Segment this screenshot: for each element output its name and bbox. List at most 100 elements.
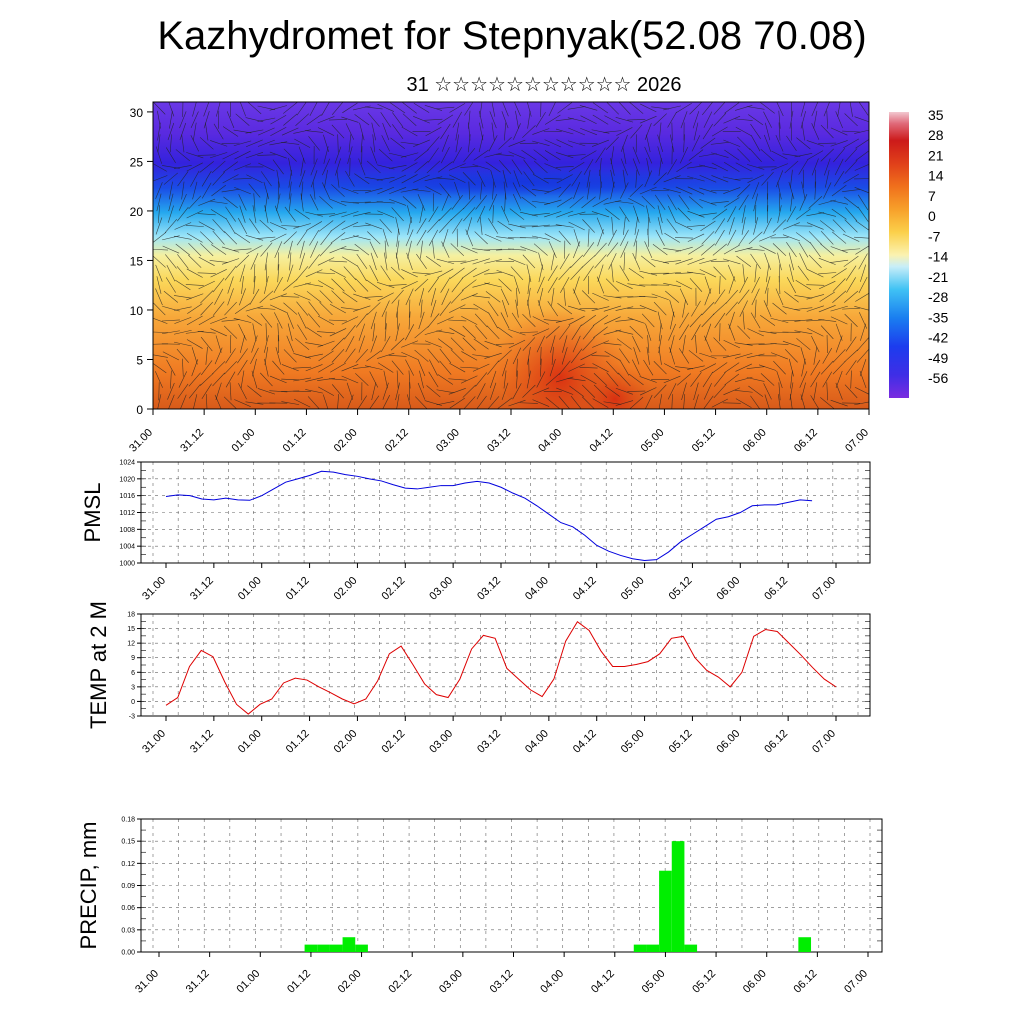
wind-vector (353, 293, 371, 300)
wind-vector (532, 328, 550, 337)
wind-vector (849, 102, 853, 117)
wind-vector (699, 352, 717, 359)
wind-vector (528, 358, 530, 377)
wind-vector (760, 315, 776, 326)
wind-vector (538, 287, 544, 306)
wind-vector (859, 370, 867, 389)
wind-vector (329, 198, 347, 207)
wind-vector (830, 305, 848, 312)
wind-vector (401, 280, 418, 290)
wind-vector (296, 102, 307, 116)
wind-vector (801, 358, 806, 377)
wind-vector (212, 277, 225, 293)
wind-vector (591, 355, 610, 357)
colorbar-label: 14 (928, 168, 944, 184)
wind-vector (157, 134, 161, 153)
wind-vector (690, 372, 702, 387)
wind-vector (702, 123, 714, 140)
wind-vector (845, 207, 858, 222)
wind-vector (854, 387, 869, 395)
wind-vector (224, 265, 237, 281)
wind-vector (420, 240, 423, 259)
wind-vector (725, 301, 738, 316)
wind-vector (739, 300, 748, 317)
wind-vector (177, 383, 189, 399)
wind-vector (501, 111, 509, 129)
xtick-label: 04.12 (571, 575, 599, 603)
wind-vector (741, 217, 746, 235)
wind-vector (568, 127, 586, 136)
wind-vector (724, 362, 740, 374)
wind-vector (750, 253, 761, 269)
wind-vector (484, 259, 502, 264)
y-axis-label: PRECIP, mm (76, 822, 101, 950)
wind-vector (799, 371, 808, 388)
wind-vector (710, 141, 729, 145)
wind-vector (379, 219, 392, 233)
wind-vector (376, 201, 395, 204)
wind-vector (408, 299, 411, 318)
wind-vector (425, 126, 442, 137)
wind-vector (405, 359, 414, 376)
wind-vector (663, 247, 682, 252)
wind-vector (532, 128, 550, 135)
wind-vector (746, 377, 765, 382)
wind-vector (837, 102, 841, 117)
wind-vector (449, 363, 466, 373)
wind-vector (521, 184, 537, 197)
wind-vector (799, 194, 808, 211)
chart-title: Kazhydromet for Stepnyak(52.08 70.08) (157, 14, 867, 58)
wind-vector (439, 360, 452, 375)
wind-vector (713, 302, 727, 315)
wind-vector (320, 230, 332, 246)
wind-vector (775, 134, 784, 152)
wind-vector (728, 276, 735, 294)
wind-vector (844, 113, 858, 127)
wind-vector (249, 218, 260, 234)
wind-vector (209, 200, 228, 204)
wind-vector (484, 352, 502, 359)
wind-vector (742, 264, 745, 283)
wind-vector (799, 253, 808, 270)
wind-vector (234, 232, 251, 244)
wind-vector (319, 290, 333, 304)
wind-vector (355, 373, 369, 386)
wind-vector (771, 150, 788, 160)
wind-vector (190, 135, 199, 152)
wind-vector (360, 134, 363, 153)
wind-vector (796, 137, 811, 150)
wind-vector (305, 377, 323, 382)
wind-vector (317, 127, 335, 136)
wind-vector (739, 276, 749, 294)
wind-vector (468, 181, 470, 200)
wind-vector (401, 351, 418, 360)
wind-vector (449, 174, 466, 183)
wind-vector (532, 387, 550, 396)
wind-vector (155, 288, 163, 306)
wind-vector (401, 126, 418, 137)
wind-vector (724, 373, 740, 386)
wind-vector (723, 187, 741, 194)
wind-vector (796, 338, 811, 351)
wind-vector (186, 293, 204, 301)
wind-vector (544, 186, 562, 195)
wind-vector (562, 335, 568, 353)
cs-xtick-label: 03.12 (485, 427, 513, 455)
wind-vector (532, 173, 549, 184)
wind-vector (401, 340, 419, 348)
wind-vector (722, 402, 741, 404)
wind-vector (259, 219, 274, 233)
wind-vector (263, 181, 270, 200)
wind-vector (735, 398, 752, 408)
wind-vector (741, 205, 746, 224)
wind-vector (714, 229, 725, 246)
wind-vector (544, 211, 562, 218)
wind-vector (810, 359, 821, 376)
wind-vector (430, 288, 437, 306)
wind-vector (782, 153, 801, 157)
wind-vector (521, 196, 537, 208)
wind-vector (714, 312, 726, 329)
cross-section-x-axis: 31.00 31.12 01.00 01.12 02.00 02.12 03.00 03.12… (127, 409, 871, 455)
wind-vector (226, 111, 235, 129)
wind-vector (308, 301, 320, 316)
